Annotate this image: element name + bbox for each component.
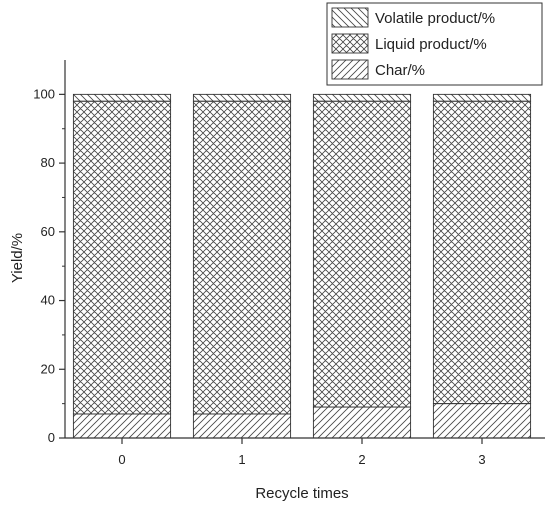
bar-segment-volatile-product [72,93,172,102]
plot-area: 0 20 40 60 80 100 0 1 2 3 [33,60,545,467]
bar-stack-2 [312,93,412,439]
bar-segment-char [432,403,532,439]
x-tick-label: 2 [358,452,365,467]
legend-swatch [331,7,369,28]
bar-segment-volatile-product [432,93,532,102]
bar-segment-char [72,413,172,439]
x-tick-label: 3 [478,452,485,467]
bar-segment-liquid-product [192,100,292,415]
bar-segment-char [312,406,412,439]
bar-stack-3 [432,93,532,439]
legend-label: Volatile product/% [375,10,495,27]
x-tick-label: 0 [118,452,125,467]
y-tick-label: 60 [41,224,55,239]
y-tick-label: 20 [41,361,55,376]
y-tick-label: 0 [48,430,55,445]
bar-stack-0 [72,93,172,439]
legend: Volatile product/% Liquid product/% Char/% [326,2,543,86]
x-axis-ticks: 0 1 2 3 [118,438,486,467]
bars-group [72,93,532,439]
bar-segment-liquid-product [72,100,172,415]
y-axis-ticks: 0 20 40 60 80 100 [33,86,65,445]
bar-segment-char [192,413,292,439]
x-tick-label: 1 [238,452,245,467]
legend-label: Liquid product/% [375,36,487,53]
bar-segment-liquid-product [312,100,412,408]
legend-label: Char/% [375,62,425,79]
y-tick-label: 40 [41,293,55,308]
y-tick-label: 80 [41,155,55,170]
bar-segment-liquid-product [432,100,532,405]
legend-swatch [331,59,369,80]
bar-segment-volatile-product [192,93,292,102]
bar-segment-volatile-product [312,93,412,102]
x-axis-title: Recycle times [255,485,348,502]
bar-stack-1 [192,93,292,439]
legend-swatch [331,33,369,54]
y-axis-title: Yield/% [9,233,26,283]
y-tick-label: 100 [33,86,55,101]
